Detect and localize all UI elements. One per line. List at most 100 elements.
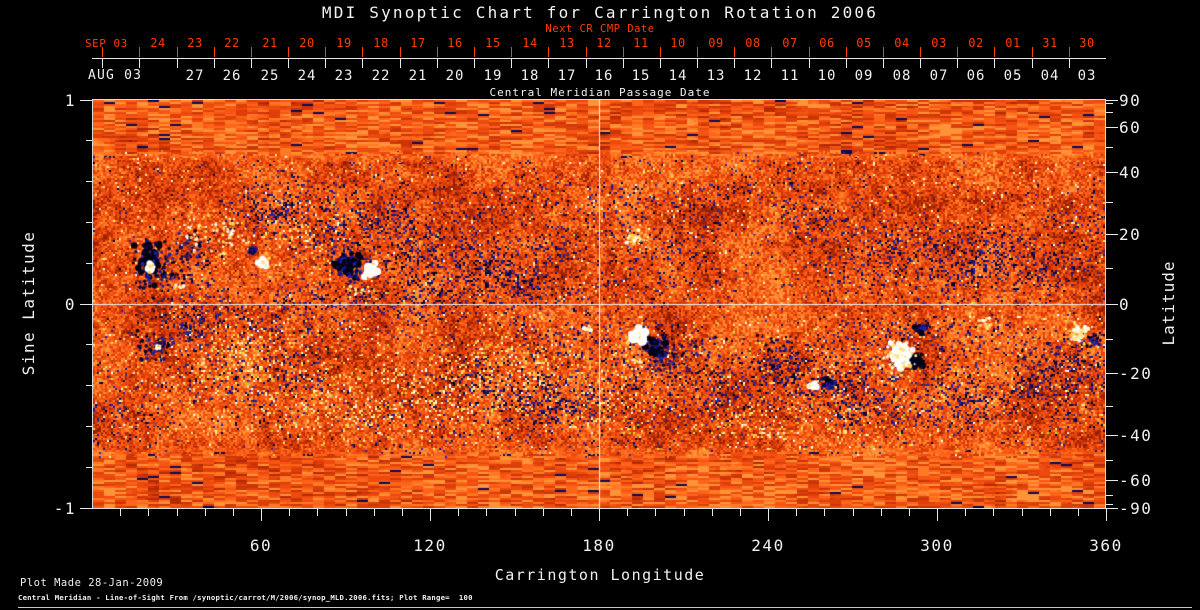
right-major-tick [1106,480,1118,481]
bottom-minor-tick [627,509,628,516]
left-axis-title: Sine Latitude [19,230,38,376]
next-cr-day-label: 24 [150,36,166,50]
next-cr-tick [362,47,363,57]
next-cr-day-label: 23 [187,36,203,50]
bottom-tick-label: 360 [1089,536,1123,555]
next-cr-day-label: 15 [485,36,501,50]
cmp-tick [325,59,326,68]
bottom-minor-tick [346,509,347,516]
right-minor-tick [1106,112,1113,113]
next-cr-day-label: 16 [447,36,463,50]
bottom-minor-tick [205,509,206,516]
right-major-tick [1106,172,1118,173]
next-cr-day-label: 21 [262,36,278,50]
left-tick-label: 0 [64,295,76,314]
next-cr-tick [139,47,140,57]
bottom-minor-tick [655,509,656,516]
cmp-day-label: 09 [854,68,874,84]
bottom-major-tick [768,509,769,521]
bottom-tick-label: 240 [751,536,785,555]
footer-source: Central Meridian - Line-of-Sight From /s… [18,593,473,602]
right-major-tick [1106,127,1118,128]
right-tick-label: -40 [1119,426,1153,445]
right-tick-label: 60 [1119,118,1142,137]
cmp-day-label: 22 [371,68,391,84]
bottom-minor-tick [712,509,713,516]
cmp-tick [734,59,735,68]
next-cr-tick [1069,47,1070,57]
next-cr-tick [586,47,587,57]
next-cr-tick [400,47,401,57]
next-cr-day-label: 04 [894,36,910,50]
right-tick-label: -60 [1119,471,1153,490]
cmp-tick [214,59,215,68]
cmp-tick [1069,59,1070,68]
footer-plot-made: Plot Made 28-Jan-2009 [20,577,164,589]
cmp-tick [139,59,140,68]
cmp-tick [623,59,624,68]
next-cr-tick [511,47,512,57]
next-cr-tick [809,47,810,57]
right-minor-tick [1106,103,1113,104]
next-cr-tick [325,47,326,57]
right-minor-tick [1106,504,1113,505]
next-cr-tick [994,47,995,57]
cmp-tick [511,59,512,68]
left-minor-tick [86,222,92,223]
cmp-tick [809,59,810,68]
next-cr-tick [920,47,921,57]
bottom-minor-tick [1022,509,1023,516]
cmp-tick [957,59,958,68]
cmp-day-label: 10 [817,68,837,84]
cmp-day-label: 21 [408,68,428,84]
bottom-minor-tick [909,509,910,516]
right-tick-label: 20 [1119,225,1142,244]
cmp-day-label: 20 [445,68,465,84]
next-cr-tick [474,47,475,57]
next-cr-day-label: 06 [819,36,835,50]
bottom-minor-tick [881,509,882,516]
left-minor-tick [86,426,92,427]
cmp-tick [883,59,884,68]
cmp-tick [437,59,438,68]
cmp-tick [771,59,772,68]
left-minor-tick [86,344,92,345]
next-cr-day-label: 07 [782,36,798,50]
bottom-minor-tick [853,509,854,516]
next-cr-day-label: 03 [931,36,947,50]
bottom-minor-tick [965,509,966,516]
next-cr-tick [177,47,178,57]
bottom-minor-tick [1078,509,1079,516]
left-major-tick [80,508,92,509]
cmp-day-label: 06 [966,68,986,84]
cmp-axis-caption: Central Meridian Passage Date [489,86,711,99]
left-tick-label: 1 [64,91,76,110]
cmp-tick [994,59,995,68]
left-minor-tick [86,181,92,182]
cmp-axis-line [92,58,1106,59]
cmp-tick [1032,59,1033,68]
left-minor-tick [86,263,92,264]
cmp-tick [697,59,698,68]
bottom-minor-tick [402,509,403,516]
bottom-rule [18,607,1192,608]
left-minor-tick [86,385,92,386]
next-cr-axis-title: Next CR CMP Date [545,23,655,35]
bottom-tick-label: 300 [920,536,954,555]
next-cr-day-label: 19 [336,36,352,50]
next-cr-tick [734,47,735,57]
next-cr-tick [957,47,958,57]
bottom-minor-tick [233,509,234,516]
chart-title: MDI Synoptic Chart for Carrington Rotati… [321,3,879,22]
bottom-tick-label: 60 [249,536,273,555]
right-axis-title: Latitude [1159,260,1178,346]
next-cr-day-label: 11 [633,36,649,50]
cmp-tick [846,59,847,68]
bottom-minor-tick [177,509,178,516]
cmp-day-label: 03 [1077,68,1097,84]
bottom-major-tick [261,509,262,521]
right-minor-tick [1106,339,1113,340]
next-cr-day-label: 18 [373,36,389,50]
magnetogram-heatmap [93,100,1105,508]
cmp-day-label: 17 [557,68,577,84]
